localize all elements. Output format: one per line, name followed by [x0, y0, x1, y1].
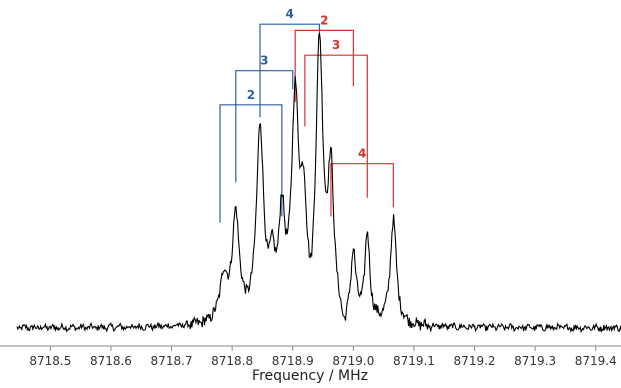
- x-axis-ticks: 8718.5 8718.6 8718.7 8718.8 8718.9 8719.0 8719…: [29, 346, 617, 368]
- x-axis-title: Frequency / MHz: [252, 368, 368, 383]
- assignment-bracket: [235, 70, 294, 183]
- assignment-label: 3: [260, 54, 268, 68]
- x-tick-label: 8718.5: [29, 354, 71, 368]
- assignment-bracket: [294, 29, 354, 102]
- assignment-label: 4: [286, 7, 294, 21]
- x-tick-label: 8719.4: [575, 354, 617, 368]
- x-tick-label: 8719.3: [514, 354, 556, 368]
- x-tick-label: 8719.0: [332, 354, 374, 368]
- assignment-bracket: [219, 104, 283, 223]
- assignment-label: 4: [358, 147, 366, 161]
- assignment-label: 3: [332, 38, 340, 52]
- assignment-brackets: 234 234: [219, 7, 394, 223]
- x-tick-label: 8718.6: [90, 354, 132, 368]
- x-tick-label: 8718.9: [272, 354, 314, 368]
- assignment-label: 2: [247, 88, 255, 102]
- x-tick-label: 8719.2: [454, 354, 496, 368]
- x-tick-label: 8719.1: [393, 354, 435, 368]
- spectrum-trace: [16, 32, 621, 334]
- assignment-bracket: [304, 54, 368, 198]
- assignment-label: 2: [320, 13, 328, 27]
- x-tick-label: 8718.8: [211, 354, 253, 368]
- x-tick-label: 8718.7: [151, 354, 193, 368]
- assignment-bracket: [330, 163, 394, 217]
